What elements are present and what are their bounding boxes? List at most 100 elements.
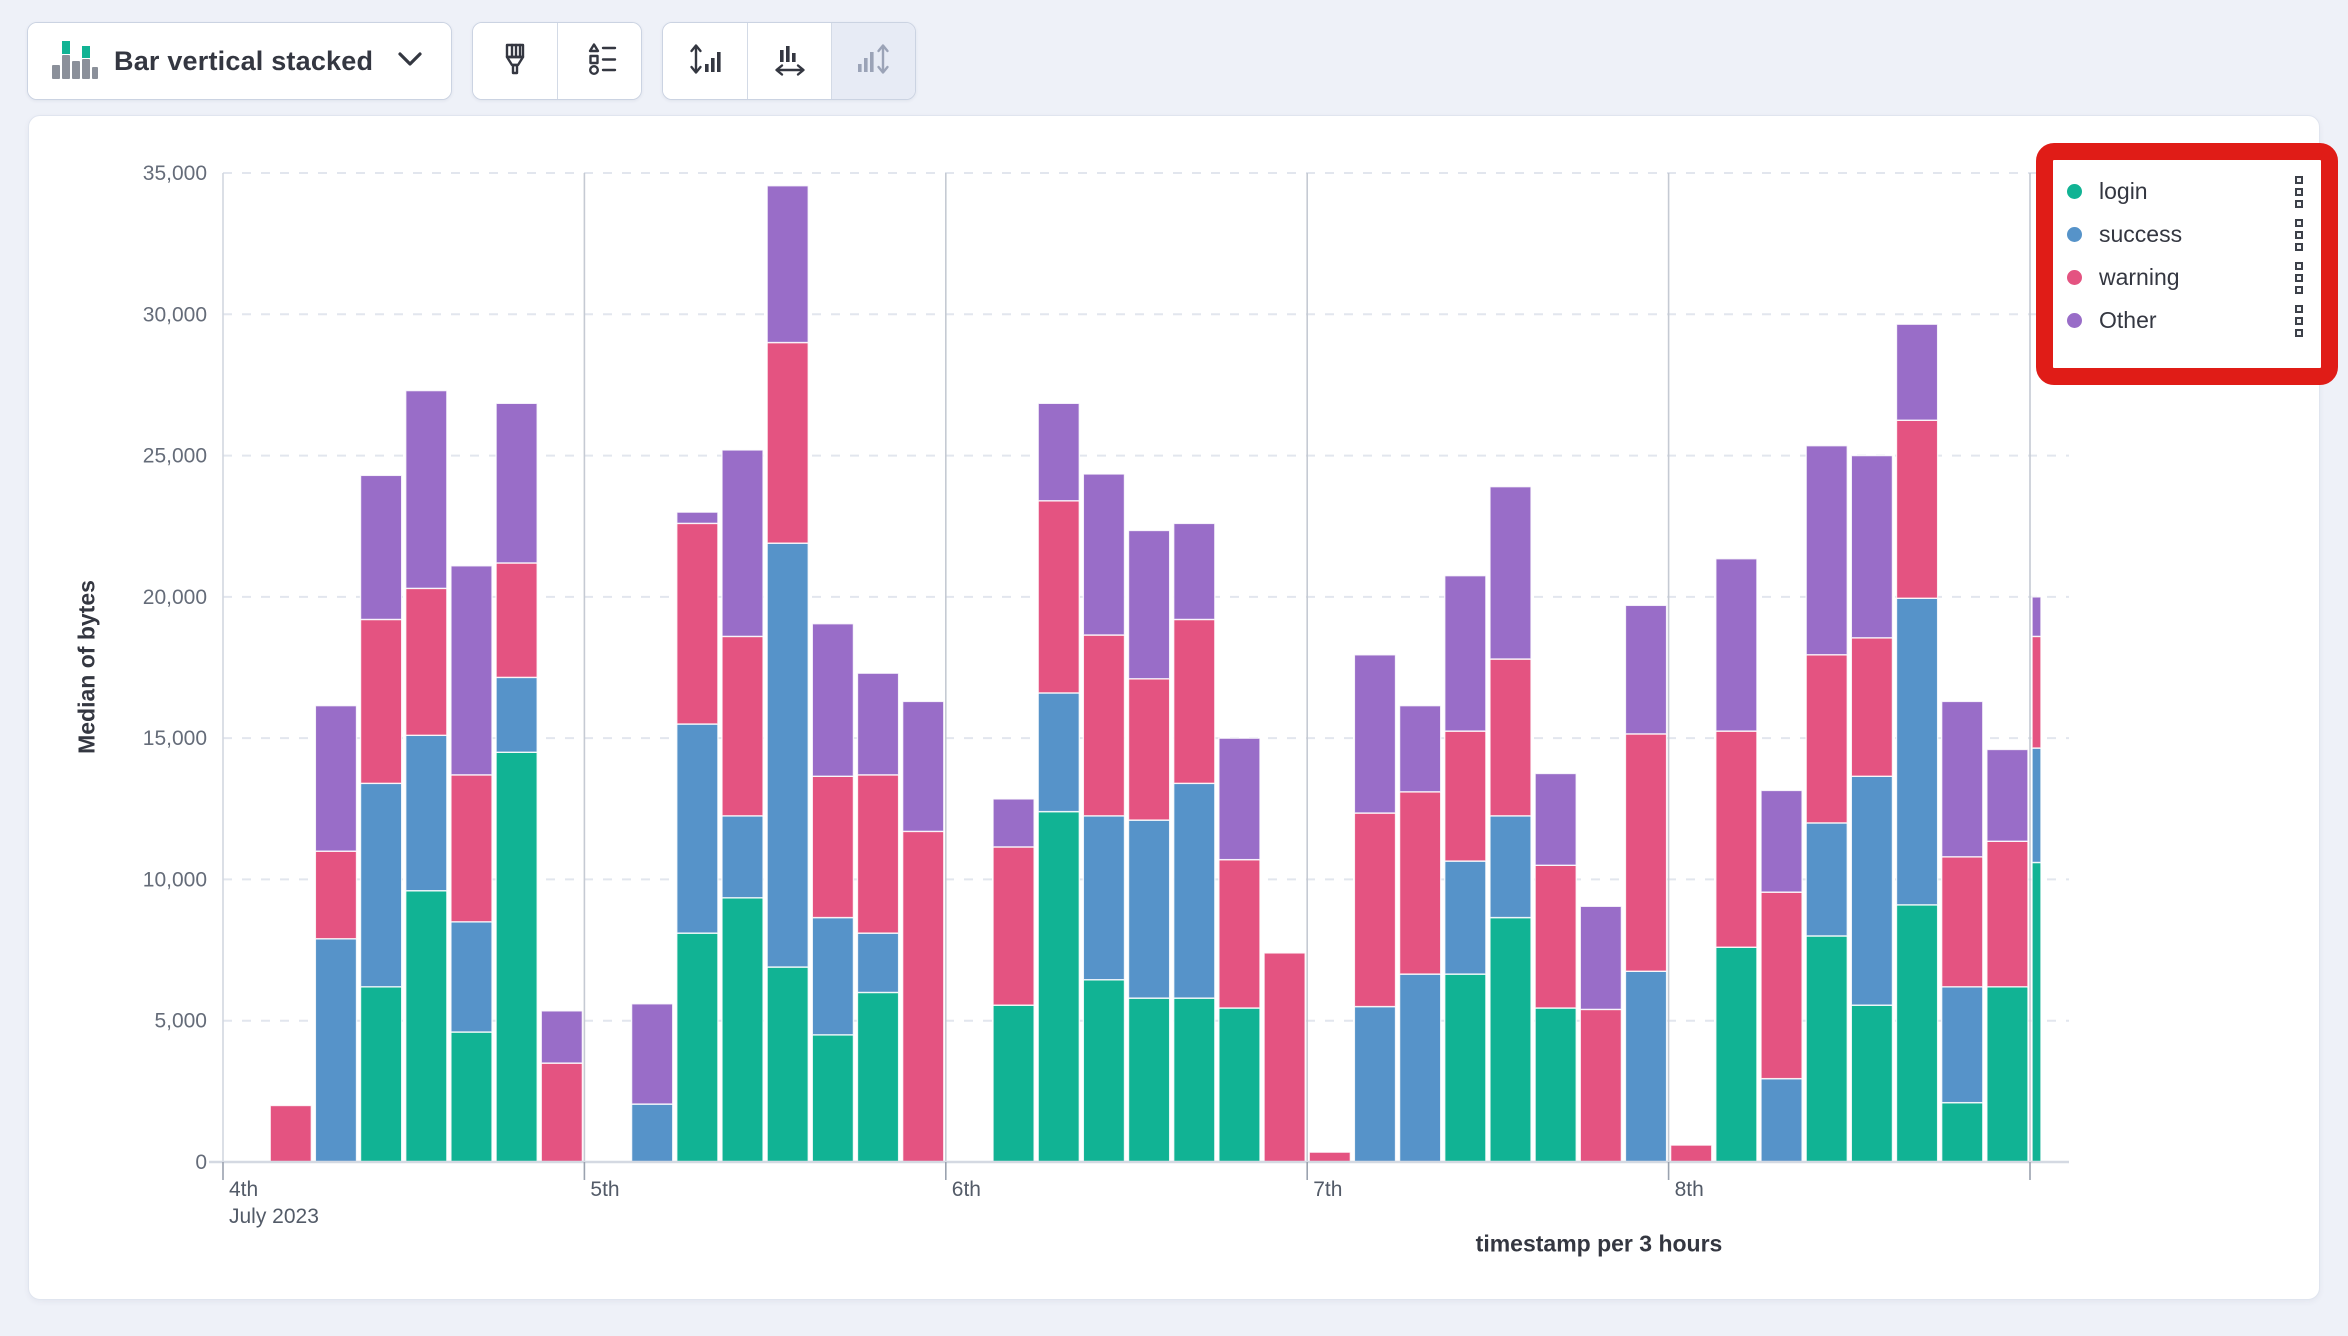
bar-segment-success[interactable] (314, 938, 358, 1163)
bar-segment-Other[interactable] (1444, 574, 1487, 732)
bar-segment-login[interactable] (1444, 973, 1487, 1163)
bar-segment-warning[interactable] (1534, 864, 1577, 1009)
bar-segment-warning[interactable] (1037, 500, 1081, 694)
bar-segment-Other[interactable] (1579, 905, 1623, 1011)
bar-segment-Other[interactable] (1940, 700, 1984, 858)
bar-segment-login[interactable] (1850, 1004, 1894, 1163)
bar-segment-warning[interactable] (1850, 637, 1894, 777)
bar-segment-login[interactable] (405, 890, 448, 1163)
legend-actions-icon[interactable] (2295, 175, 2303, 208)
bar-segment-warning[interactable] (1218, 858, 1261, 1009)
bar-segment-Other[interactable] (1037, 402, 1081, 502)
bar-segment-login[interactable] (1895, 904, 1939, 1163)
bar-segment-login[interactable] (992, 1004, 1035, 1163)
bar-segment-warning[interactable] (1127, 678, 1171, 821)
right-axis-button[interactable] (831, 23, 916, 99)
legend-item-Other[interactable]: Other (2067, 299, 2313, 342)
bar-segment-Other[interactable] (721, 449, 764, 638)
bar-segment-warning[interactable] (1263, 952, 1306, 1163)
bar-segment-warning[interactable] (1082, 634, 1126, 817)
bar-segment-Other[interactable] (856, 672, 900, 776)
bar-segment-warning[interactable] (495, 562, 538, 679)
bar-segment-warning[interactable] (1579, 1008, 1623, 1163)
bar-segment-Other[interactable] (630, 1003, 674, 1105)
bar-segment-warning[interactable] (811, 775, 855, 919)
bar-segment-warning[interactable] (1805, 654, 1848, 824)
bar-segment-Other[interactable] (2031, 596, 2042, 638)
bar-segment-warning[interactable] (1308, 1151, 1352, 1163)
bar-segment-success[interactable] (1895, 597, 1939, 906)
bar-segment-warning[interactable] (1760, 891, 1803, 1080)
bar-segment-success[interactable] (1082, 815, 1126, 981)
bar-segment-success[interactable] (1444, 860, 1487, 975)
bar-segment-warning[interactable] (856, 774, 900, 934)
bar-segment-login[interactable] (1218, 1007, 1261, 1163)
left-axis-button[interactable] (663, 23, 748, 99)
bar-segment-warning[interactable] (314, 850, 358, 940)
bar-segment-success[interactable] (766, 542, 809, 968)
bar-segment-Other[interactable] (1850, 454, 1894, 639)
bar-segment-Other[interactable] (1172, 522, 1216, 621)
bar-segment-warning[interactable] (405, 587, 448, 737)
bar-segment-login[interactable] (1986, 986, 2029, 1163)
bar-segment-Other[interactable] (1895, 323, 1939, 421)
bar-segment-Other[interactable] (676, 511, 719, 525)
bar-segment-warning[interactable] (676, 522, 719, 725)
chart-type-selector[interactable]: Bar vertical stacked (28, 23, 452, 99)
bar-segment-login[interactable] (495, 751, 538, 1163)
bar-segment-success[interactable] (630, 1103, 674, 1163)
bar-segment-login[interactable] (721, 897, 764, 1163)
bar-segment-Other[interactable] (405, 389, 448, 590)
bar-segment-success[interactable] (721, 815, 764, 899)
bar-segment-success[interactable] (1489, 815, 1532, 919)
bar-segment-success[interactable] (1624, 970, 1668, 1163)
bar-segment-warning[interactable] (269, 1104, 313, 1163)
bar-segment-warning[interactable] (721, 635, 764, 817)
bar-segment-login[interactable] (676, 932, 719, 1163)
bar-segment-Other[interactable] (1986, 748, 2029, 842)
bar-segment-login[interactable] (1715, 946, 1758, 1163)
bar-segment-login[interactable] (450, 1031, 493, 1163)
bar-segment-Other[interactable] (450, 565, 493, 776)
bar-segment-warning[interactable] (1172, 618, 1216, 785)
bar-segment-Other[interactable] (1534, 772, 1577, 867)
bar-segment-Other[interactable] (359, 474, 403, 621)
bar-segment-warning[interactable] (1895, 419, 1939, 599)
bar-segment-Other[interactable] (314, 704, 358, 852)
bar-segment-Other[interactable] (1489, 485, 1532, 660)
bar-segment-Other[interactable] (1760, 789, 1803, 893)
legend-actions-icon[interactable] (2295, 304, 2303, 337)
bar-segment-login[interactable] (1940, 1101, 1984, 1163)
bar-segment-warning[interactable] (450, 774, 493, 923)
bar-segment-success[interactable] (450, 921, 493, 1033)
bar-segment-Other[interactable] (1624, 604, 1668, 735)
bar-segment-warning[interactable] (1624, 733, 1668, 972)
bar-segment-warning[interactable] (540, 1062, 584, 1163)
bar-segment-warning[interactable] (1715, 730, 1758, 948)
bar-segment-success[interactable] (1127, 819, 1171, 999)
bar-segment-login[interactable] (2031, 861, 2042, 1163)
bar-segment-Other[interactable] (1127, 529, 1171, 680)
bar-segment-login[interactable] (811, 1034, 855, 1163)
bottom-axis-button[interactable] (747, 23, 832, 99)
bar-segment-Other[interactable] (540, 1010, 584, 1064)
bar-segment-Other[interactable] (901, 700, 945, 833)
bar-segment-login[interactable] (1037, 810, 1081, 1163)
bar-segment-success[interactable] (1940, 986, 1984, 1104)
bar-segment-success[interactable] (856, 932, 900, 994)
bar-segment-login[interactable] (1127, 997, 1171, 1163)
bar-segment-Other[interactable] (992, 798, 1035, 848)
bar-segment-warning[interactable] (1940, 856, 1984, 988)
bar-segment-login[interactable] (766, 966, 809, 1163)
bar-segment-success[interactable] (676, 723, 719, 934)
bar-segment-success[interactable] (1398, 973, 1442, 1163)
bar-segment-Other[interactable] (495, 402, 538, 564)
bar-segment-success[interactable] (359, 782, 403, 988)
bar-segment-warning[interactable] (1986, 840, 2029, 988)
bar-segment-warning[interactable] (1398, 791, 1442, 975)
bar-segment-warning[interactable] (359, 618, 403, 785)
bar-segment-success[interactable] (1353, 1005, 1397, 1163)
bar-segment-warning[interactable] (766, 341, 809, 544)
bar-segment-warning[interactable] (1669, 1144, 1713, 1163)
bar-segment-success[interactable] (1760, 1077, 1803, 1163)
